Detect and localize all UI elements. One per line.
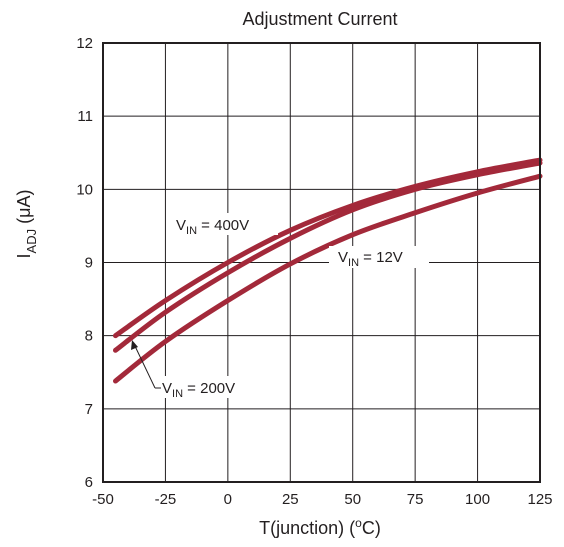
x-tick-label: 125 bbox=[527, 491, 552, 508]
annotation-vin-200-leader-line bbox=[133, 343, 156, 389]
y-tick-label: 9 bbox=[85, 255, 93, 272]
series-line-v-in-200v bbox=[112, 160, 543, 353]
annotation-vin-200-sub: IN bbox=[172, 388, 183, 400]
grid-lines bbox=[103, 43, 540, 482]
annotation-vin-12-background bbox=[329, 246, 429, 268]
y-tick-label: 11 bbox=[77, 108, 93, 125]
annotation-vin-12-sub: IN bbox=[348, 257, 359, 269]
annotation-vin-200-background bbox=[156, 376, 266, 398]
y-tick-label: 6 bbox=[85, 474, 93, 491]
y-tick-label: 12 bbox=[76, 35, 93, 52]
y-axis-title-main: I bbox=[14, 253, 34, 258]
annotation-vin-400-sub: IN bbox=[186, 225, 197, 237]
annotation-vin-200-main: V bbox=[162, 380, 172, 397]
x-tick-label: -50 bbox=[92, 491, 114, 508]
x-tick-label: 50 bbox=[344, 491, 361, 508]
x-tick-label: 25 bbox=[282, 491, 299, 508]
annotation-vin-400-background bbox=[172, 213, 278, 235]
annotation-vin-400-main: V bbox=[176, 217, 186, 234]
y-axis-title-suffix: (μA) bbox=[14, 190, 34, 229]
x-tick-label: -25 bbox=[155, 491, 177, 508]
y-tick-label: 8 bbox=[85, 328, 93, 345]
x-axis-title: T(junction) (oC) bbox=[259, 516, 381, 538]
series-line-v-in-12v bbox=[112, 173, 543, 384]
y-tick-labels: 6 7 8 9 10 11 12 bbox=[76, 35, 93, 491]
annotation-vin-200: VIN = 200V bbox=[131, 340, 266, 400]
annotation-vin-12-main: V bbox=[338, 249, 348, 266]
y-tick-label: 10 bbox=[76, 181, 93, 198]
annotation-vin-200-label: VIN = 200V bbox=[162, 380, 235, 400]
chart-title: Adjustment Current bbox=[242, 9, 397, 29]
x-tick-label: 100 bbox=[465, 491, 490, 508]
annotation-vin-400-label: VIN = 400V bbox=[176, 217, 249, 237]
x-axis-title-suffix: C) bbox=[362, 518, 381, 538]
x-tick-label: 0 bbox=[224, 491, 232, 508]
x-axis-title-prefix: T(junction) ( bbox=[259, 518, 355, 538]
annotation-vin-12: VIN = 12V bbox=[329, 246, 429, 269]
annotation-vin-12-label: VIN = 12V bbox=[338, 249, 403, 269]
x-tick-labels: -50 -25 0 25 50 75 100 125 bbox=[92, 491, 552, 508]
plot-frame bbox=[102, 42, 541, 483]
annotation-vin-400: VIN = 400V bbox=[172, 213, 278, 237]
y-axis-title: IADJ (μA) bbox=[14, 190, 39, 259]
x-tick-label: 75 bbox=[407, 491, 424, 508]
annotation-vin-200-suffix: = 200V bbox=[183, 380, 235, 397]
x-axis-title-degree: o bbox=[355, 516, 362, 530]
y-axis-title-sub: ADJ bbox=[24, 229, 39, 254]
annotation-vin-200-arrowhead bbox=[131, 340, 138, 350]
y-tick-label: 7 bbox=[85, 401, 93, 418]
series-line-v-in-400v bbox=[112, 157, 543, 339]
series-lines bbox=[112, 157, 543, 384]
annotation-vin-400-suffix: = 400V bbox=[197, 217, 249, 234]
annotation-vin-12-suffix: = 12V bbox=[359, 249, 403, 266]
